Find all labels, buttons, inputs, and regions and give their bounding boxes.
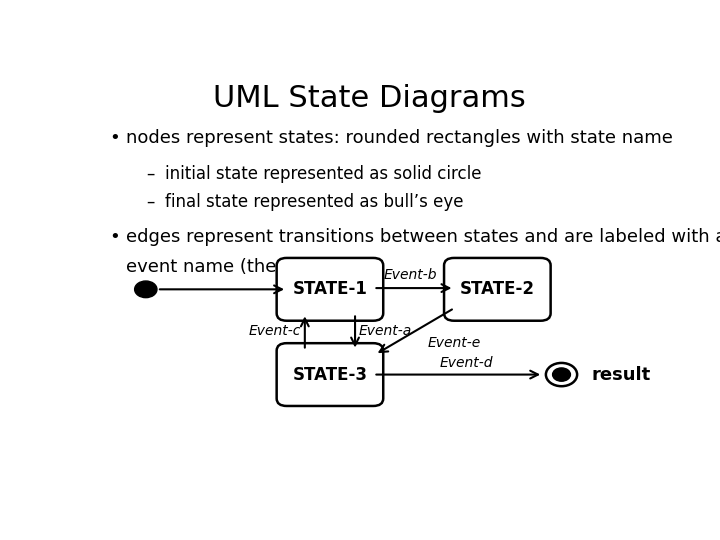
Text: result: result: [591, 366, 650, 383]
FancyBboxPatch shape: [276, 343, 383, 406]
Text: •: •: [109, 129, 120, 147]
Circle shape: [546, 363, 577, 386]
Text: Event-e: Event-e: [428, 336, 481, 350]
FancyBboxPatch shape: [444, 258, 551, 321]
Text: Event-d: Event-d: [440, 356, 493, 370]
Text: UML State Diagrams: UML State Diagrams: [212, 84, 526, 112]
Text: initial state represented as solid circle: initial state represented as solid circl…: [166, 165, 482, 183]
Text: Event-c: Event-c: [248, 324, 301, 338]
Text: STATE-3: STATE-3: [292, 366, 367, 383]
Text: edges represent transitions between states and are labeled with an: edges represent transitions between stat…: [126, 228, 720, 246]
FancyBboxPatch shape: [276, 258, 383, 321]
Text: nodes represent states: rounded rectangles with state name: nodes represent states: rounded rectangl…: [126, 129, 673, 147]
Text: –: –: [145, 193, 154, 211]
Circle shape: [552, 368, 570, 381]
Text: •: •: [109, 228, 120, 246]
Text: final state represented as bull’s eye: final state represented as bull’s eye: [166, 193, 464, 211]
Text: –: –: [145, 165, 154, 183]
Text: Event-a: Event-a: [359, 324, 413, 338]
Circle shape: [135, 281, 157, 298]
Text: STATE-1: STATE-1: [292, 280, 367, 298]
Text: STATE-2: STATE-2: [460, 280, 535, 298]
Text: Event-b: Event-b: [384, 268, 438, 282]
Text: event name (the trigger): event name (the trigger): [126, 258, 351, 276]
